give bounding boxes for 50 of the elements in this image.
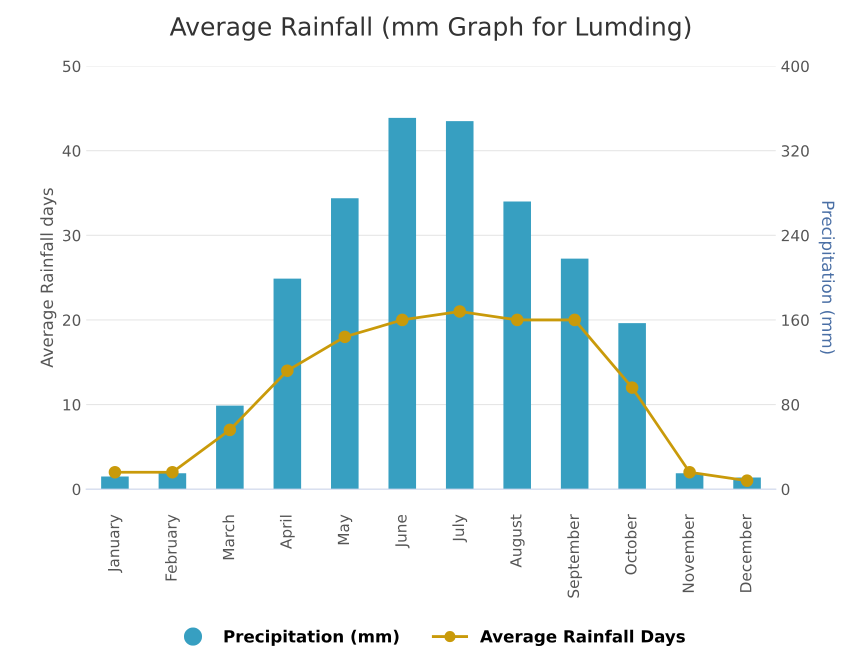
- y2-tick-label: 80: [782, 398, 800, 411]
- bar: [274, 278, 302, 490]
- x-tick-label: July: [452, 514, 468, 542]
- x-tick-label: January: [108, 514, 122, 573]
- bar: [560, 258, 588, 490]
- y-axis-title: Average Rainfall days: [40, 188, 56, 368]
- y2-tick-label: 400: [781, 60, 809, 72]
- x-tick-label: November: [682, 514, 694, 592]
- x-tick-label: April: [280, 516, 295, 549]
- y-tick-label: 50: [63, 60, 80, 72]
- x-tick-label: February: [165, 514, 180, 580]
- bar: [388, 118, 416, 490]
- chart-title: Average Rainfall (mm Graph for Lumding): [170, 16, 690, 41]
- point: [510, 314, 524, 326]
- bar: [331, 198, 359, 490]
- point: [224, 424, 236, 436]
- point: [453, 305, 466, 318]
- x-tick-label: March: [222, 515, 234, 560]
- y2-tick-label: 240: [782, 230, 809, 242]
- y2-tick-label: 320: [782, 145, 809, 157]
- bar: [503, 201, 531, 490]
- y2-tick-label: 0: [782, 484, 790, 496]
- y2-axis-title: Precipitation (mm): [818, 202, 835, 354]
- y2-tick-label: 160: [782, 314, 809, 326]
- y-tick-label: 30: [63, 230, 80, 242]
- y-tick-label: 20: [63, 314, 80, 326]
- point: [396, 314, 409, 326]
- legend-label: Average Rainfall Days: [480, 630, 685, 646]
- bar: [446, 121, 474, 490]
- point: [281, 364, 294, 377]
- x-tick-label: August: [510, 514, 525, 568]
- bar: [216, 406, 244, 490]
- x-tick-label: June: [395, 514, 410, 548]
- point: [683, 466, 696, 478]
- x-tick-label: December: [740, 514, 752, 592]
- point: [626, 381, 638, 394]
- point: [338, 330, 352, 344]
- point: [166, 466, 179, 478]
- point: [108, 466, 122, 478]
- y-tick-label: 10: [64, 398, 80, 411]
- x-tick-label: October: [624, 514, 637, 574]
- point: [568, 314, 581, 326]
- y-tick-label: 40: [62, 145, 80, 157]
- legend-label: Precipitation (mm): [224, 630, 399, 646]
- bar: [101, 476, 129, 490]
- bar: [618, 323, 646, 490]
- x-tick-label: September: [567, 514, 582, 598]
- point: [740, 474, 754, 487]
- y-tick-label: 0: [72, 484, 80, 496]
- x-tick-label: May: [338, 514, 352, 544]
